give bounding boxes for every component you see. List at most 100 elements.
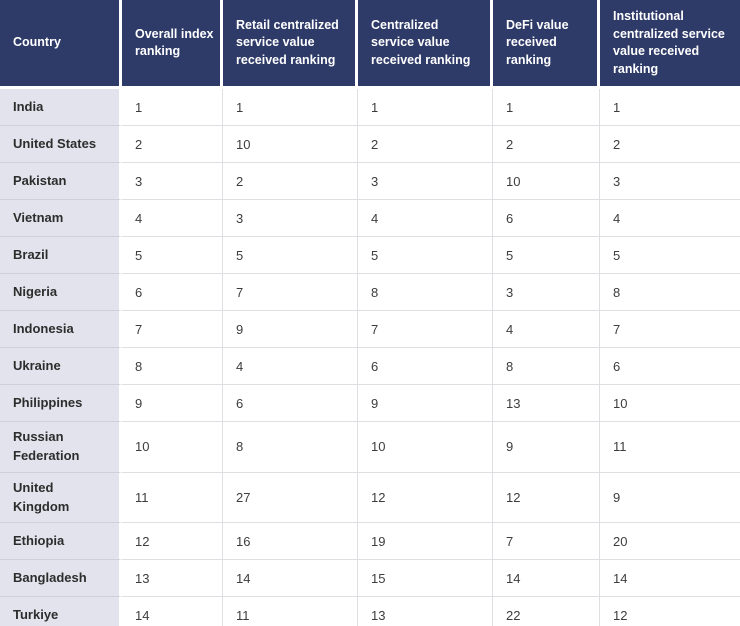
rank-cell: 5 [493, 237, 600, 274]
rank-cell: 11 [600, 422, 740, 473]
country-cell: United Kingdom [0, 472, 122, 524]
table-row: Philippines 9 6 9 13 10 [0, 385, 740, 422]
rank-cell: 13 [122, 560, 223, 598]
country-cell: Indonesia [0, 311, 122, 348]
table-row: Ethiopia 12 16 19 7 20 [0, 523, 740, 561]
rank-cell: 3 [223, 200, 358, 237]
rank-cell: 22 [493, 597, 600, 626]
rank-cell: 3 [358, 163, 493, 200]
rank-cell: 8 [358, 274, 493, 311]
table-row: Ukraine 8 4 6 8 6 [0, 348, 740, 385]
table-row: India 1 1 1 1 1 [0, 89, 740, 126]
table-row: Nigeria 6 7 8 3 8 [0, 274, 740, 311]
rank-cell: 8 [223, 422, 358, 473]
rank-cell: 6 [600, 348, 740, 385]
rank-cell: 12 [122, 523, 223, 561]
table-row: Russian Federation 10 8 10 9 11 [0, 422, 740, 473]
rank-cell: 12 [600, 597, 740, 626]
rank-cell: 1 [493, 89, 600, 126]
country-cell: Philippines [0, 385, 122, 422]
rank-cell: 8 [493, 348, 600, 385]
rank-cell: 1 [600, 89, 740, 126]
column-header-centralized-ranking: Centralized service value received ranki… [358, 0, 493, 89]
rank-cell: 12 [493, 472, 600, 524]
country-cell: Ethiopia [0, 523, 122, 561]
rank-cell: 14 [223, 560, 358, 598]
rank-cell: 3 [493, 274, 600, 311]
rank-cell: 13 [493, 385, 600, 422]
rank-cell: 5 [358, 237, 493, 274]
rank-cell: 10 [600, 385, 740, 422]
column-header-retail-centralized-ranking: Retail centralized service value receive… [223, 0, 358, 89]
rank-cell: 16 [223, 523, 358, 561]
rank-cell: 19 [358, 523, 493, 561]
rank-cell: 6 [223, 385, 358, 422]
rank-cell: 7 [358, 311, 493, 348]
table-row: Pakistan 3 2 3 10 3 [0, 163, 740, 200]
table-row: Brazil 5 5 5 5 5 [0, 237, 740, 274]
rank-cell: 4 [493, 311, 600, 348]
rank-cell: 2 [493, 126, 600, 163]
rank-cell: 6 [122, 274, 223, 311]
rank-cell: 1 [358, 89, 493, 126]
rank-cell: 8 [122, 348, 223, 385]
rank-cell: 1 [223, 89, 358, 126]
rank-cell: 8 [600, 274, 740, 311]
rank-cell: 27 [223, 472, 358, 524]
rank-cell: 9 [493, 422, 600, 473]
rank-cell: 9 [122, 385, 223, 422]
table-row: Indonesia 7 9 7 4 7 [0, 311, 740, 348]
rank-cell: 12 [358, 472, 493, 524]
rank-cell: 2 [358, 126, 493, 163]
table-row: United Kingdom 11 27 12 12 9 [0, 472, 740, 524]
country-cell: Russian Federation [0, 422, 122, 473]
rank-cell: 10 [493, 163, 600, 200]
table-row: United States 2 10 2 2 2 [0, 126, 740, 163]
rank-cell: 11 [223, 597, 358, 626]
table-row: Bangladesh 13 14 15 14 14 [0, 560, 740, 598]
rank-cell: 9 [600, 472, 740, 524]
country-cell: Vietnam [0, 200, 122, 237]
rank-cell: 2 [600, 126, 740, 163]
rank-cell: 20 [600, 523, 740, 561]
rank-cell: 11 [122, 472, 223, 524]
rank-cell: 10 [358, 422, 493, 473]
header-row: Country Overall index ranking Retail cen… [0, 0, 740, 89]
country-cell: Brazil [0, 237, 122, 274]
column-header-overall-index-ranking: Overall index ranking [122, 0, 223, 89]
country-cell: Bangladesh [0, 560, 122, 598]
rank-cell: 13 [358, 597, 493, 626]
column-header-country: Country [0, 0, 122, 89]
rank-cell: 4 [600, 200, 740, 237]
rank-cell: 14 [600, 560, 740, 598]
rank-cell: 15 [358, 560, 493, 598]
rank-cell: 3 [600, 163, 740, 200]
rank-cell: 6 [493, 200, 600, 237]
rank-cell: 3 [122, 163, 223, 200]
column-header-defi-ranking: DeFi value received ranking [493, 0, 600, 89]
country-cell: Turkiye [0, 597, 122, 626]
rank-cell: 9 [223, 311, 358, 348]
rank-cell: 5 [122, 237, 223, 274]
rank-cell: 7 [493, 523, 600, 561]
rank-cell: 10 [122, 422, 223, 473]
rank-cell: 6 [358, 348, 493, 385]
country-cell: United States [0, 126, 122, 163]
rank-cell: 5 [223, 237, 358, 274]
table-row: Turkiye 14 11 13 22 12 [0, 597, 740, 626]
rank-cell: 9 [358, 385, 493, 422]
rank-cell: 7 [122, 311, 223, 348]
rank-cell: 2 [122, 126, 223, 163]
rank-cell: 14 [122, 597, 223, 626]
country-cell: Ukraine [0, 348, 122, 385]
rank-cell: 4 [122, 200, 223, 237]
rank-cell: 7 [600, 311, 740, 348]
country-cell: Nigeria [0, 274, 122, 311]
table-row: Vietnam 4 3 4 6 4 [0, 200, 740, 237]
rank-cell: 1 [122, 89, 223, 126]
rank-cell: 14 [493, 560, 600, 598]
rank-cell: 10 [223, 126, 358, 163]
rank-cell: 4 [223, 348, 358, 385]
rank-cell: 2 [223, 163, 358, 200]
